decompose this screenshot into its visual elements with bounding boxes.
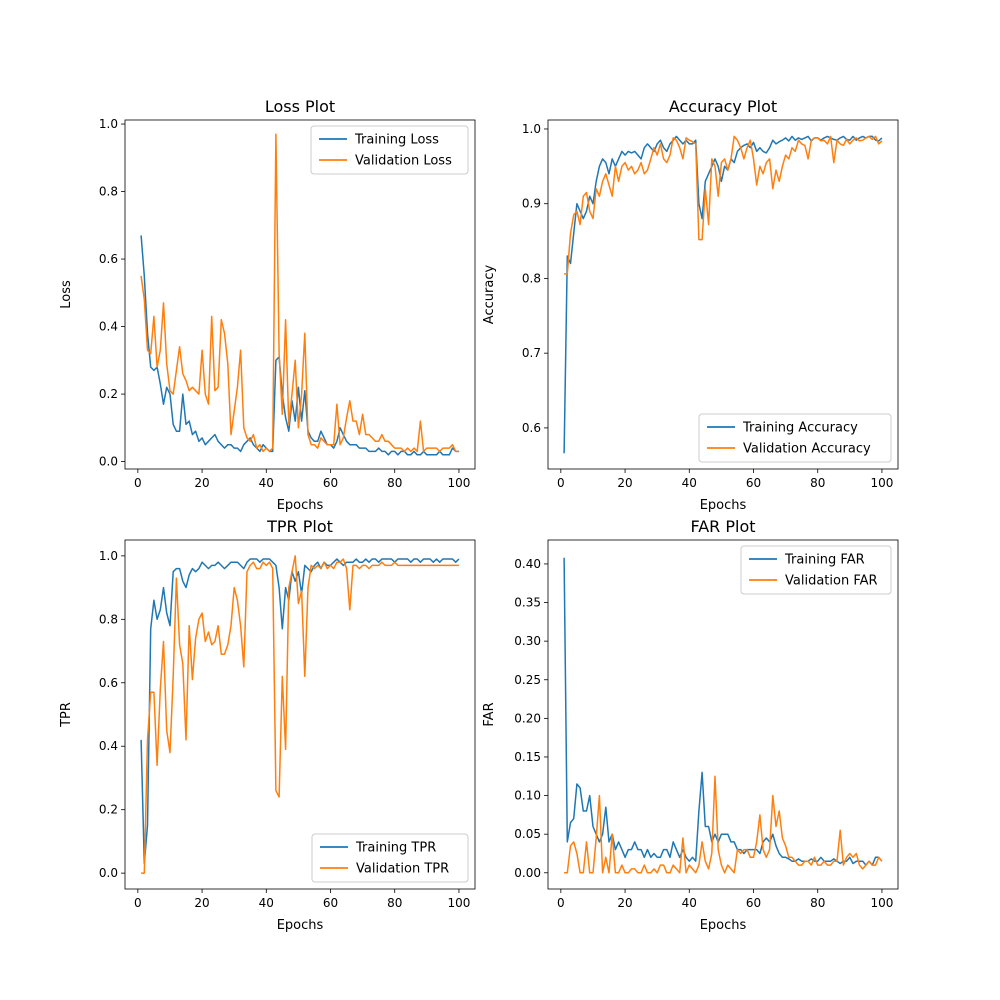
x-tick-label: 100 xyxy=(447,476,470,490)
x-tick-label: 0 xyxy=(557,896,565,910)
validation-series-line xyxy=(564,775,883,874)
y-tick-label: 0.8 xyxy=(522,271,541,285)
y-tick-label: 0.6 xyxy=(99,252,118,266)
subplot-2: Accuracy Plot 0 20 40 60 80 100 0.6 0.7 0.8 0.9 1.0… xyxy=(482,97,899,513)
training-series-line xyxy=(563,557,883,866)
x-tick-label: 20 xyxy=(194,476,209,490)
y-tick-label: 1.0 xyxy=(99,117,118,131)
legend: Training Loss Validation Loss xyxy=(310,125,469,175)
y-tick-label: 0.0 xyxy=(99,455,118,469)
legend-label: Training Loss xyxy=(354,133,439,148)
y-tick-label: 0.0 xyxy=(99,866,118,880)
x-tick-label: 80 xyxy=(387,476,402,490)
x-tick-label: 20 xyxy=(194,896,209,910)
subplot-4: FAR Plot 0 20 40 60 80 100 0.00 0.05 0.10 0.15 0.20… xyxy=(482,517,899,933)
validation-series-line xyxy=(140,133,459,453)
y-tick-label: 0.25 xyxy=(514,673,541,687)
axes-frame xyxy=(547,539,899,890)
legend: Training Accuracy Validation Accuracy xyxy=(698,413,892,463)
legend-label: Training TPR xyxy=(355,841,436,856)
y-tick-label: 0.8 xyxy=(99,185,118,199)
x-tick-label: 0 xyxy=(557,476,565,490)
y-tick-label: 0.35 xyxy=(514,596,541,610)
axes-frame xyxy=(124,119,476,470)
y-axis-label: TPR xyxy=(59,702,74,728)
y-tick-label: 0.00 xyxy=(514,866,541,880)
x-tick-label: 80 xyxy=(387,896,402,910)
plot-title: Loss Plot xyxy=(265,97,335,116)
y-tick-label: 0.7 xyxy=(522,346,541,360)
x-tick-label: 60 xyxy=(746,896,761,910)
legend-box xyxy=(740,545,892,595)
x-tick-label: 20 xyxy=(617,896,632,910)
y-tick-label: 0.4 xyxy=(99,320,118,334)
validation-series-line xyxy=(564,135,883,275)
y-tick-label: 1.0 xyxy=(522,122,541,136)
plot-title: FAR Plot xyxy=(690,517,755,536)
y-tick-label: 0.2 xyxy=(99,387,118,401)
y-tick-label: 0.20 xyxy=(514,711,541,725)
axes-frame xyxy=(124,539,476,890)
training-series-line xyxy=(140,235,459,456)
y-tick-label: 0.9 xyxy=(522,197,541,211)
x-axis-label: Epochs xyxy=(700,498,747,513)
y-axis-label: FAR xyxy=(482,702,497,726)
legend-label: Validation Loss xyxy=(355,154,452,169)
legend: Training TPR Validation TPR xyxy=(311,833,469,883)
axes-frame xyxy=(547,119,899,470)
y-tick-label: 0.6 xyxy=(99,676,118,690)
validation-series-line xyxy=(141,555,459,874)
x-tick-label: 80 xyxy=(810,476,825,490)
training-series-line xyxy=(140,558,460,865)
x-tick-label: 60 xyxy=(323,476,338,490)
x-tick-label: 100 xyxy=(870,476,893,490)
x-axis-label: Epochs xyxy=(700,918,747,933)
y-tick-label: 0.30 xyxy=(514,634,541,648)
legend-box xyxy=(311,833,469,883)
y-tick-label: 0.6 xyxy=(522,421,541,435)
legend-label: Validation FAR xyxy=(785,574,878,589)
x-tick-label: 80 xyxy=(810,896,825,910)
legend-label: Training FAR xyxy=(784,553,865,568)
x-tick-label: 0 xyxy=(134,476,142,490)
y-tick-label: 0.4 xyxy=(99,739,118,753)
training-series-line xyxy=(563,135,883,454)
y-tick-label: 0.15 xyxy=(514,750,541,764)
x-tick-label: 60 xyxy=(323,896,338,910)
x-tick-label: 100 xyxy=(447,896,470,910)
y-tick-label: 0.40 xyxy=(514,557,541,571)
plot-title: TPR Plot xyxy=(266,517,333,536)
x-tick-label: 40 xyxy=(259,476,274,490)
x-tick-label: 0 xyxy=(134,896,142,910)
y-axis-label: Loss xyxy=(59,280,74,309)
legend-label: Validation TPR xyxy=(356,862,449,877)
y-tick-label: 1.0 xyxy=(99,549,118,563)
legend-label: Validation Accuracy xyxy=(743,442,871,457)
legend: Training FAR Validation FAR xyxy=(740,545,892,595)
subplot-1: Loss Plot 0 20 40 60 80 100 0.0 0.2 0.4 0.6 0.8 1.0 E… xyxy=(59,97,476,513)
y-tick-label: 0.05 xyxy=(514,827,541,841)
x-tick-label: 40 xyxy=(682,476,697,490)
x-tick-label: 20 xyxy=(617,476,632,490)
x-axis-label: Epochs xyxy=(277,918,324,933)
y-tick-label: 0.10 xyxy=(514,789,541,803)
y-tick-label: 0.8 xyxy=(99,612,118,626)
x-axis-label: Epochs xyxy=(277,498,324,513)
legend-box xyxy=(310,125,469,175)
legend-label: Training Accuracy xyxy=(742,421,858,436)
y-tick-label: 0.2 xyxy=(99,803,118,817)
x-tick-label: 40 xyxy=(682,896,697,910)
x-tick-label: 100 xyxy=(870,896,893,910)
x-tick-label: 40 xyxy=(259,896,274,910)
legend-box xyxy=(698,413,892,463)
y-axis-label: Accuracy xyxy=(482,265,497,325)
plot-title: Accuracy Plot xyxy=(669,97,777,116)
x-tick-label: 60 xyxy=(746,476,761,490)
subplot-3: TPR Plot 0 20 40 60 80 100 0.0 0.2 0.4 0.6 0.8 1.0 Ep… xyxy=(59,517,476,933)
